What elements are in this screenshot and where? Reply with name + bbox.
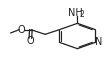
Text: O: O	[27, 36, 34, 46]
Text: N: N	[95, 37, 103, 47]
Text: NH: NH	[68, 8, 83, 18]
Text: O: O	[18, 25, 25, 35]
Text: 2: 2	[80, 10, 84, 18]
